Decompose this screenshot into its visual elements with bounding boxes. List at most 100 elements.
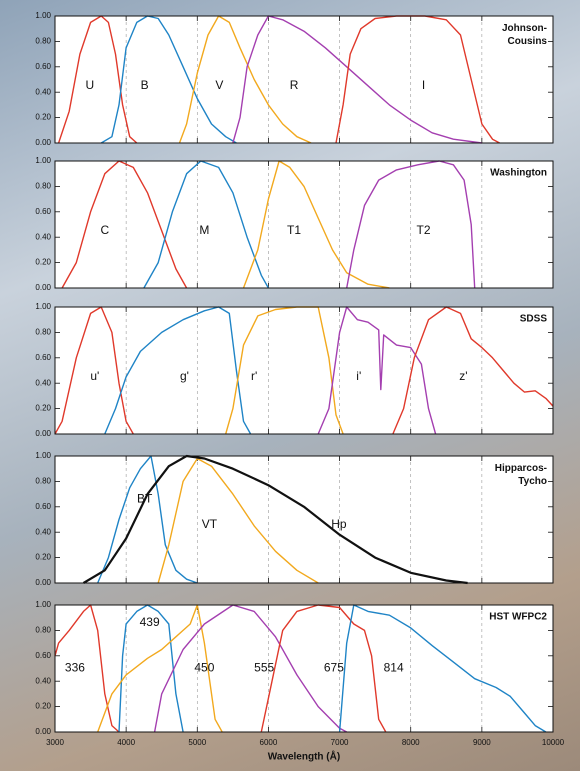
series-line [178,15,312,144]
panel-title: Hipparcos- Tycho [495,463,547,487]
y-tick-label: 0.20 [35,113,51,122]
series-label: 675 [324,661,344,675]
panel-title: HST WFPC2 [489,612,547,623]
panel-frame [54,15,554,144]
y-tick-label: 0.00 [35,283,51,292]
y-tick-label: 0.20 [35,702,51,711]
y-tick-label: 1.00 [35,451,51,460]
series-line [242,160,390,289]
series-label: 450 [194,661,214,675]
series-line [143,160,270,289]
panel-title: SDSS [520,314,548,325]
series-line [338,604,547,733]
series-line [346,160,476,289]
panel-title-part: Tycho [518,476,547,487]
series-label: V [215,78,223,92]
y-tick-label: 0.60 [35,207,51,216]
series-label: M [199,223,209,237]
series-line [61,160,188,289]
panel-frame [54,604,554,733]
y-tick-label: 0.60 [35,502,51,511]
x-axis-label: Wavelength (Å) [268,750,340,763]
y-tick-label: 0.00 [35,727,51,736]
y-tick-label: 0.40 [35,378,51,387]
series-line [82,454,468,585]
series-label: i' [356,369,361,383]
series-label: VT [202,517,218,531]
y-tick-label: 0.00 [35,578,51,587]
x-tick-label: 9000 [473,738,491,747]
series-line [153,604,348,733]
series-label: U [86,78,95,92]
y-tick-label: 0.60 [35,62,51,71]
panel-title-part: Cousins [508,36,548,47]
series-label: Hp [331,517,347,531]
y-tick-label: 0.80 [35,37,51,46]
series-line [100,15,237,144]
y-tick-label: 0.40 [35,232,51,241]
y-tick-label: 0.80 [35,477,51,486]
panel [55,605,553,732]
y-tick-label: 0.40 [35,527,51,536]
panel [55,16,553,143]
x-tick-label: 10000 [542,738,565,747]
series-line [317,306,437,435]
panel [55,161,553,288]
x-tick-label: 6000 [260,738,278,747]
series-line [157,457,319,584]
x-tick-label: 4000 [117,738,135,747]
y-tick-label: 0.60 [35,651,51,660]
x-tick-label: 5000 [188,738,206,747]
panel-title: Johnson- Cousins [502,23,547,47]
series-label: BT [137,491,153,505]
panel-frame [54,455,554,584]
y-tick-label: 1.00 [35,156,51,165]
series-line [57,15,138,144]
series-label: 814 [384,661,404,675]
series-group [54,306,554,435]
series-label: g' [180,369,189,383]
x-tick-label: 7000 [331,738,349,747]
y-tick-label: 0.20 [35,404,51,413]
series-label: C [100,223,109,237]
series-group [61,160,476,289]
y-tick-label: 0.00 [35,429,51,438]
panel-frame [54,306,554,435]
panel [55,456,553,583]
y-tick-label: 1.00 [35,302,51,311]
series-label: T2 [417,223,431,237]
y-tick-label: 0.80 [35,182,51,191]
series-line [232,15,482,144]
series-label: r' [251,369,257,383]
y-tick-label: 0.20 [35,258,51,267]
y-tick-label: 0.40 [35,676,51,685]
panel-title-part: Johnson- [502,23,547,34]
y-tick-label: 1.00 [35,11,51,20]
panel-title-part: Hipparcos- [495,463,547,474]
panel-frame [54,160,554,289]
series-label: 555 [254,661,274,675]
x-tick-label: 3000 [46,738,64,747]
series-line [392,306,554,435]
y-tick-label: 0.20 [35,553,51,562]
series-label: I [422,78,425,92]
panel-title: Washington [490,168,547,179]
y-tick-label: 0.40 [35,87,51,96]
series-label: u' [90,369,99,383]
y-tick-label: 1.00 [35,600,51,609]
y-tick-label: 0.60 [35,353,51,362]
y-tick-label: 0.80 [35,328,51,337]
y-tick-label: 0.00 [35,138,51,147]
panel [55,307,553,434]
series-label: 336 [65,661,85,675]
series-label: z' [459,369,467,383]
series-label: T1 [287,223,301,237]
series-label: B [141,78,149,92]
series-label: 439 [140,615,160,629]
series-line [260,604,387,733]
series-line [97,604,223,733]
x-tick-label: 8000 [402,738,420,747]
series-label: R [290,78,299,92]
